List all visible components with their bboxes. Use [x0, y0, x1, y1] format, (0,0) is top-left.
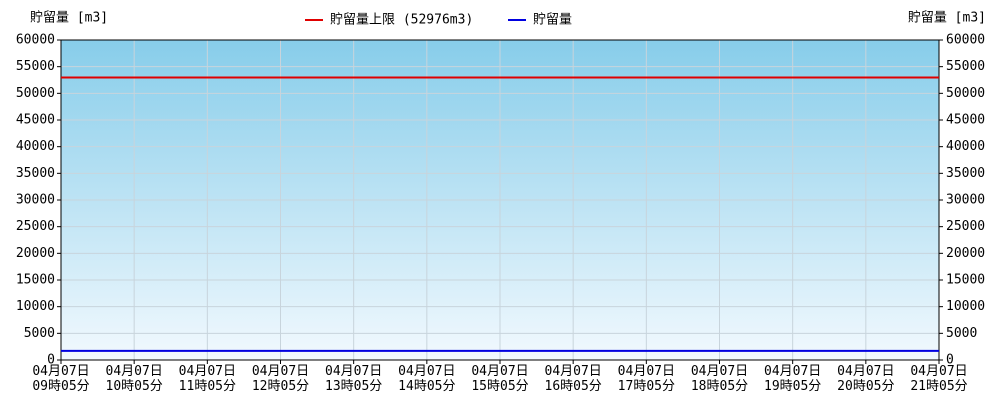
y-tick-label: 15000	[16, 273, 55, 288]
y2-tick-label: 15000	[946, 273, 985, 288]
x-tick-label: 04月07日 11時05分	[178, 364, 236, 394]
x-tick-label: 04月07日 10時05分	[105, 364, 163, 394]
legend-label: 貯留量上限 (52976m3)	[330, 13, 473, 28]
x-tick-label: 04月07日 19時05分	[764, 364, 822, 394]
y-tick-label: 0	[47, 353, 55, 368]
y-tick-label: 45000	[16, 113, 55, 128]
x-tick-label: 04月07日 21時05分	[910, 364, 968, 394]
y2-tick-label: 30000	[946, 193, 985, 208]
x-tick-label: 04月07日 14時05分	[398, 364, 456, 394]
y2-tick-label: 60000	[946, 33, 985, 48]
x-tick-label: 04月07日 12時05分	[251, 364, 310, 394]
plot-border	[60, 39, 940, 361]
y-tick-label: 20000	[16, 246, 55, 261]
y2-axis-title: 貯留量 [m3]	[908, 11, 986, 26]
y2-tick-label: 40000	[946, 139, 985, 154]
y2-tick-label: 25000	[946, 219, 985, 234]
y-tick-label: 50000	[16, 86, 55, 101]
y2-tick-label: 20000	[946, 246, 985, 261]
x-tick-label: 04月07日 17時05分	[617, 364, 675, 394]
x-tick-label: 04月07日 13時05分	[325, 364, 383, 394]
y-tick-label: 25000	[16, 219, 55, 234]
y-tick-label: 5000	[24, 326, 55, 341]
y-tick-label: 55000	[16, 59, 55, 74]
y-axis-title: 貯留量 [m3]	[30, 11, 108, 26]
y2-tick-label: 0	[946, 353, 954, 368]
y2-tick-label: 5000	[946, 326, 977, 341]
y2-tick-label: 10000	[946, 299, 985, 314]
x-tick-label: 04月07日 16時05分	[544, 364, 602, 394]
y-tick-label: 35000	[16, 166, 55, 181]
y2-tick-label: 55000	[946, 59, 985, 74]
y2-tick-label: 35000	[946, 166, 985, 181]
y-tick-label: 30000	[16, 193, 55, 208]
y-tick-label: 60000	[16, 33, 55, 48]
y2-tick-label: 50000	[946, 86, 985, 101]
y-tick-label: 10000	[16, 299, 55, 314]
y-tick-label: 40000	[16, 139, 55, 154]
x-tick-label: 04月07日 18時05分	[690, 364, 749, 394]
y2-tick-label: 45000	[946, 113, 985, 128]
x-tick-label: 04月07日 20時05分	[837, 364, 895, 394]
x-tick-label: 04月07日 15時05分	[471, 364, 529, 394]
x-tick-label: 04月07日 09時05分	[32, 364, 90, 394]
legend-label: 貯留量	[533, 13, 572, 28]
